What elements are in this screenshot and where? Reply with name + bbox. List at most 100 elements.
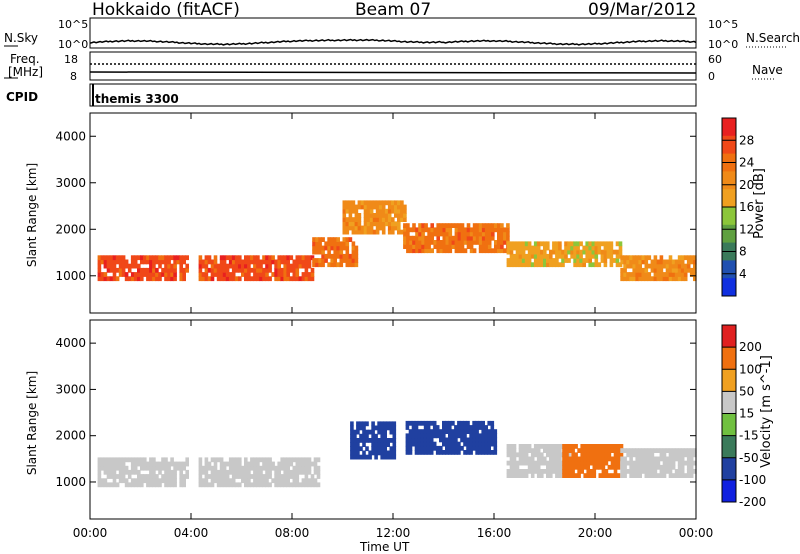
- velocity-cell: [222, 465, 227, 471]
- velocity-cell: [543, 448, 547, 453]
- power-cell: [357, 213, 362, 218]
- power-cell: [533, 262, 538, 268]
- power-cell: [140, 276, 144, 282]
- velocity-cell: [185, 457, 189, 463]
- velocity-cell: [686, 456, 691, 462]
- power-cell: [298, 276, 303, 282]
- velocity-cell: [580, 456, 584, 462]
- velocity-cell: [589, 456, 593, 462]
- power-cell: [591, 241, 596, 247]
- velocity-cell: [256, 465, 260, 471]
- velocity-cell: [182, 474, 186, 479]
- velocity-cell: [118, 469, 123, 475]
- velocity-cell: [598, 444, 603, 449]
- power-cell: [436, 240, 440, 245]
- power-cell: [503, 240, 507, 245]
- velocity-cell: [106, 482, 111, 488]
- velocity-cell: [377, 421, 381, 427]
- velocity-cell: [607, 444, 612, 449]
- power-cell: [289, 255, 294, 261]
- velocity-cell: [635, 473, 639, 478]
- velocity-cell: [392, 438, 397, 443]
- power-cell: [133, 263, 138, 269]
- power-cell: [644, 263, 649, 269]
- velocity-cell: [647, 473, 652, 478]
- velocity-cell: [222, 482, 227, 488]
- power-cell: [460, 240, 465, 245]
- power-cell: [484, 244, 489, 249]
- power-cell: [597, 245, 602, 251]
- velocity-cell: [313, 469, 318, 475]
- velocity-cell: [383, 450, 387, 456]
- velocity-cell: [417, 433, 422, 439]
- power-cell: [442, 223, 447, 228]
- velocity-cell: [210, 469, 215, 475]
- velocity-cell: [161, 478, 165, 484]
- velocity-cell: [451, 420, 455, 426]
- velocity-cell: [152, 469, 156, 475]
- velocity-cell: [380, 438, 384, 443]
- velocity-cell: [408, 429, 413, 434]
- power-cell: [321, 245, 325, 251]
- velocity-cell: [112, 474, 117, 479]
- power-cell: [259, 272, 263, 277]
- power-cell: [478, 227, 483, 233]
- power-cell: [330, 258, 334, 263]
- velocity-cell: [392, 421, 397, 427]
- power-cell: [198, 255, 203, 261]
- velocity-cell: [286, 461, 290, 467]
- velocity-cell: [558, 444, 562, 449]
- power-cell: [597, 262, 602, 268]
- velocity-cell: [586, 460, 590, 466]
- velocity-cell: [161, 461, 165, 467]
- power-cell: [487, 235, 492, 241]
- velocity-cell: [295, 457, 300, 463]
- power-cell: [533, 245, 538, 251]
- velocity-cell: [448, 445, 452, 451]
- velocity-cell: [133, 482, 138, 488]
- power-cell: [527, 249, 532, 255]
- power-cell: [680, 259, 685, 265]
- velocity-cell: [219, 469, 224, 475]
- power-cell: [680, 263, 685, 269]
- velocity-cell: [632, 469, 636, 474]
- velocity-cell: [638, 448, 642, 453]
- velocity-cell: [429, 433, 434, 439]
- velocity-cell: [616, 464, 621, 470]
- velocity-cell: [219, 474, 224, 479]
- power-cell: [644, 272, 649, 277]
- power-cell: [512, 253, 517, 259]
- velocity-colorbar-segment: [722, 457, 736, 481]
- power-cell: [348, 225, 353, 231]
- velocity-cell: [549, 456, 553, 462]
- velocity-cell: [478, 450, 482, 455]
- power-cell: [100, 259, 105, 265]
- power-cell: [292, 263, 297, 269]
- power-cell: [558, 245, 562, 251]
- velocity-cell: [256, 474, 260, 479]
- power-cell: [143, 267, 147, 273]
- power-cell: [298, 259, 303, 265]
- power-cell: [378, 204, 383, 210]
- velocity-cell: [689, 473, 694, 478]
- power-cell: [295, 259, 300, 265]
- power-cell: [366, 221, 371, 227]
- velocity-cell: [644, 448, 649, 453]
- velocity-cell: [527, 448, 532, 453]
- velocity-cell: [204, 474, 209, 479]
- power-cell: [170, 276, 174, 282]
- power-cell: [265, 255, 269, 261]
- velocity-heatmap: [97, 420, 697, 488]
- velocity-cell: [228, 482, 233, 488]
- velocity-cell: [155, 461, 159, 467]
- power-colorbar-tick-label: 28: [739, 133, 754, 147]
- power-cell: [210, 272, 215, 277]
- power-cell: [635, 259, 639, 265]
- power-cell: [167, 255, 171, 261]
- velocity-cell: [623, 460, 627, 466]
- power-cell: [561, 249, 565, 255]
- power-cell: [466, 240, 471, 245]
- power-cell: [430, 240, 434, 245]
- power-cell: [397, 221, 401, 227]
- power-cell: [115, 276, 120, 282]
